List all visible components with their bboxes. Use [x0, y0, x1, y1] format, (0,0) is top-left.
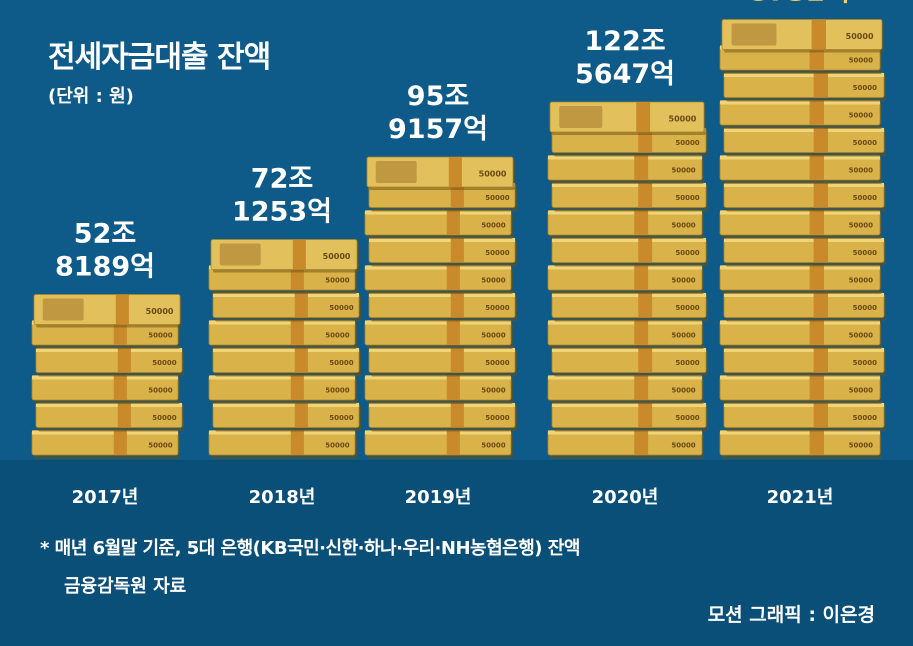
category-label: 2021년 — [767, 487, 834, 508]
svg-text:50000: 50000 — [485, 359, 509, 367]
svg-text:50000: 50000 — [849, 332, 873, 340]
svg-text:50000: 50000 — [323, 252, 351, 261]
svg-text:50000: 50000 — [481, 387, 505, 395]
svg-text:50000: 50000 — [152, 414, 176, 422]
svg-text:50000: 50000 — [329, 359, 353, 367]
graphic-credit: 모션 그래픽 : 이은경 — [707, 604, 875, 626]
svg-text:50000: 50000 — [675, 139, 699, 147]
svg-text:50000: 50000 — [675, 304, 699, 312]
category-label: 2017년 — [72, 487, 139, 508]
svg-text:50000: 50000 — [146, 307, 174, 316]
bar-stack-2020년: 50000 50000 50000 50000 50000 50000 50000 50000… — [547, 101, 708, 459]
category-label: 2018년 — [249, 487, 316, 508]
svg-text:50000: 50000 — [671, 277, 695, 285]
svg-text:50000: 50000 — [479, 170, 507, 179]
bar-stack-2021년: 50000 50000 50000 50000 50000 50000 50000 50000… — [719, 19, 886, 459]
svg-text:50000: 50000 — [671, 332, 695, 340]
svg-text:50000: 50000 — [675, 194, 699, 202]
svg-text:50000: 50000 — [671, 442, 695, 450]
category-label: 2019년 — [405, 487, 472, 508]
svg-text:50000: 50000 — [853, 249, 877, 257]
svg-text:50000: 50000 — [329, 304, 353, 312]
svg-text:50000: 50000 — [849, 57, 873, 65]
svg-text:50000: 50000 — [853, 304, 877, 312]
svg-text:50000: 50000 — [325, 442, 349, 450]
svg-text:50000: 50000 — [853, 194, 877, 202]
value-label: 9157억 — [388, 114, 488, 145]
bar-stack-2019년: 50000 50000 50000 50000 50000 50000 50000 50000… — [364, 156, 517, 459]
value-label: 8189억 — [55, 252, 155, 283]
category-label: 2020년 — [592, 487, 659, 508]
svg-text:50000: 50000 — [853, 359, 877, 367]
svg-text:50000: 50000 — [485, 414, 509, 422]
svg-text:50000: 50000 — [849, 112, 873, 120]
svg-text:50000: 50000 — [481, 222, 505, 230]
svg-text:50000: 50000 — [481, 442, 505, 450]
svg-text:50000: 50000 — [325, 387, 349, 395]
svg-text:50000: 50000 — [485, 304, 509, 312]
bar-stack-2018년: 50000 50000 50000 50000 50000 50000 50000 50000 — [208, 239, 361, 459]
background-lower — [0, 460, 913, 646]
unit-note: (단위 : 원) — [48, 86, 134, 107]
svg-text:50000: 50000 — [148, 387, 172, 395]
svg-text:50000: 50000 — [485, 194, 509, 202]
value-label: 5647억 — [575, 59, 675, 90]
svg-text:50000: 50000 — [481, 277, 505, 285]
svg-text:50000: 50000 — [849, 442, 873, 450]
svg-text:50000: 50000 — [849, 277, 873, 285]
svg-text:50000: 50000 — [671, 222, 695, 230]
svg-text:50000: 50000 — [671, 167, 695, 175]
svg-text:50000: 50000 — [148, 332, 172, 340]
source-note: 금융감독원 자료 — [64, 576, 187, 597]
svg-text:50000: 50000 — [675, 414, 699, 422]
svg-text:50000: 50000 — [853, 414, 877, 422]
svg-text:50000: 50000 — [675, 249, 699, 257]
svg-text:50000: 50000 — [485, 249, 509, 257]
svg-text:50000: 50000 — [325, 277, 349, 285]
value-label: 52조 — [74, 219, 136, 250]
bar-stack-2017년: 50000 50000 50000 50000 50000 50000 — [31, 294, 184, 459]
svg-text:50000: 50000 — [846, 32, 874, 41]
svg-text:50000: 50000 — [849, 167, 873, 175]
svg-text:50000: 50000 — [329, 414, 353, 422]
svg-text:50000: 50000 — [675, 359, 699, 367]
svg-text:50000: 50000 — [481, 332, 505, 340]
svg-text:50000: 50000 — [148, 442, 172, 450]
chart-title: 전세자금대출 잔액 — [48, 40, 271, 75]
svg-text:50000: 50000 — [853, 139, 877, 147]
svg-text:50000: 50000 — [853, 84, 877, 92]
svg-text:50000: 50000 — [669, 115, 697, 124]
value-label: 72조 — [251, 164, 313, 195]
svg-text:50000: 50000 — [849, 222, 873, 230]
svg-text:50000: 50000 — [849, 387, 873, 395]
svg-text:50000: 50000 — [325, 332, 349, 340]
value-label: 5732억 — [750, 0, 850, 8]
svg-text:50000: 50000 — [152, 359, 176, 367]
value-label: 95조 — [407, 81, 469, 112]
svg-text:50000: 50000 — [671, 387, 695, 395]
value-label: 122조 — [584, 26, 665, 57]
footnote: * 매년 6월말 기준, 5대 은행(KB국민·신한·하나·우리·NH농협은행)… — [40, 538, 580, 559]
value-label: 1253억 — [232, 197, 332, 228]
